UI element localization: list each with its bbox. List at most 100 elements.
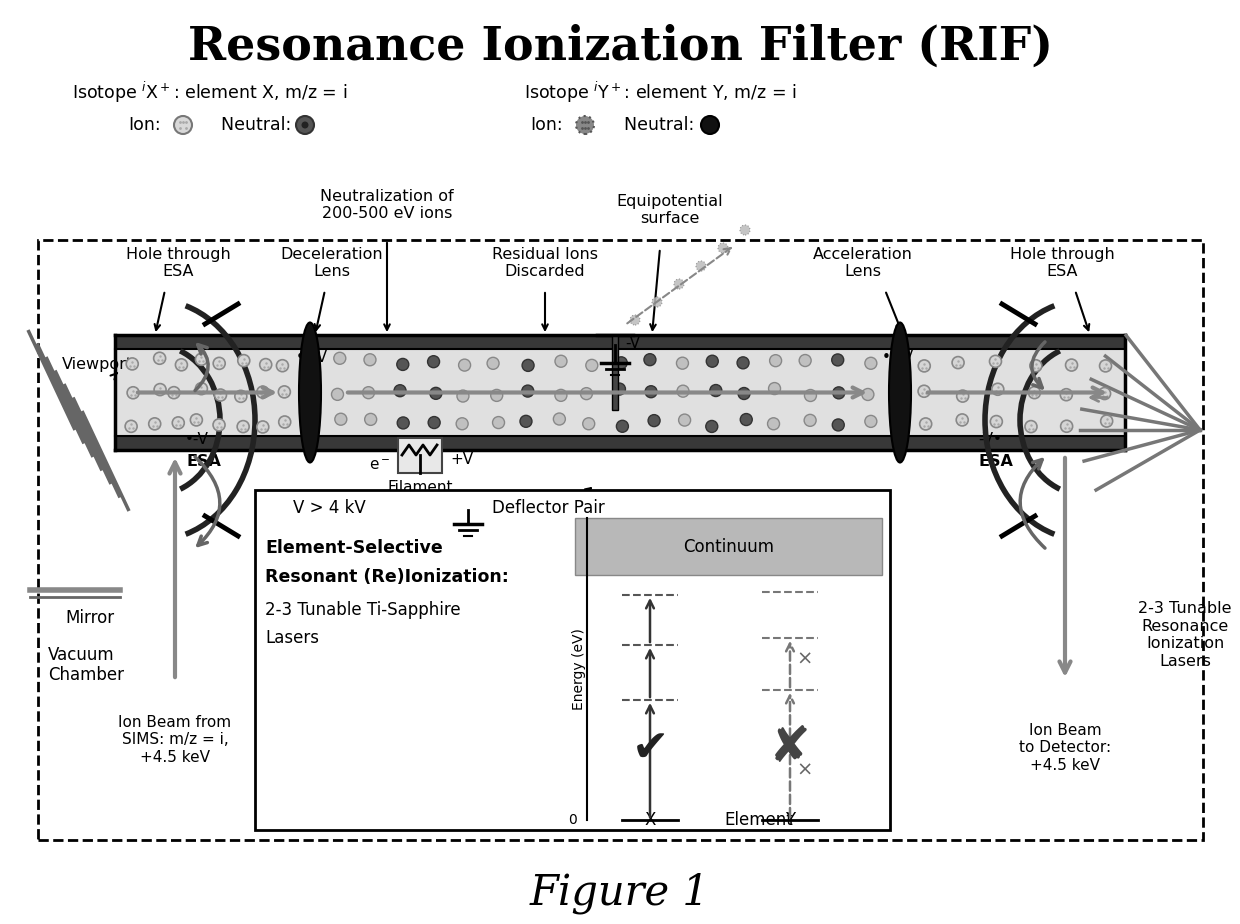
Circle shape [458,390,469,402]
Circle shape [737,357,749,369]
Circle shape [1060,420,1073,432]
Text: Ion Beam from
SIMS: m/z = i,
+4.5 keV: Ion Beam from SIMS: m/z = i, +4.5 keV [119,715,232,765]
Circle shape [491,389,502,401]
Circle shape [577,116,594,134]
Text: Element-Selective: Element-Selective [265,539,443,557]
Circle shape [331,388,343,400]
Circle shape [585,359,598,371]
Circle shape [770,355,781,367]
Ellipse shape [299,322,321,463]
Circle shape [362,386,374,398]
Text: Element: Element [724,811,792,829]
Circle shape [990,356,1002,368]
Bar [115,436,1125,450]
Circle shape [259,359,272,371]
Circle shape [992,383,1004,395]
Circle shape [740,225,750,235]
Circle shape [215,389,227,401]
Circle shape [172,417,185,429]
Text: Continuum: Continuum [683,538,774,555]
Circle shape [492,417,505,429]
Text: Resonance Ionization Filter (RIF): Resonance Ionization Filter (RIF) [187,24,1053,70]
Text: Isotope $^i$X$^+$: element X, m/z = i: Isotope $^i$X$^+$: element X, m/z = i [72,79,347,104]
Text: 2-3 Tunable Ti-Sapphire: 2-3 Tunable Ti-Sapphire [265,601,460,619]
Circle shape [740,414,753,426]
Circle shape [196,383,207,395]
Circle shape [991,416,1002,428]
Circle shape [334,352,346,364]
Ellipse shape [889,322,911,463]
Circle shape [952,357,963,369]
Text: •+V: •+V [882,350,914,366]
Circle shape [365,354,376,366]
Text: ✘: ✘ [769,724,811,772]
Circle shape [257,386,269,398]
Circle shape [583,418,595,430]
Circle shape [126,358,138,370]
Circle shape [154,383,166,395]
Circle shape [804,414,816,426]
Bar [613,335,618,410]
Text: •+V: •+V [296,350,329,366]
Text: Acceleration
Lens: Acceleration Lens [813,247,913,279]
Circle shape [553,413,565,425]
Text: V > 4 kV: V > 4 kV [293,499,366,517]
Text: Y: Y [785,811,795,829]
Text: Deceleration
Lens: Deceleration Lens [280,247,383,279]
Circle shape [832,354,843,366]
Text: Neutral:: Neutral: [613,116,694,134]
Circle shape [862,388,874,400]
Circle shape [191,414,202,426]
Circle shape [864,358,877,370]
Circle shape [1100,360,1111,371]
Circle shape [1101,415,1112,427]
Text: -V: -V [625,335,640,350]
Text: Mirror: Mirror [64,609,114,627]
Circle shape [167,386,180,398]
Text: Isotope $^i$Y$^+$: element Y, m/z = i: Isotope $^i$Y$^+$: element Y, m/z = i [523,79,796,104]
Text: Figure 1: Figure 1 [529,872,711,914]
Circle shape [234,390,247,402]
Circle shape [580,388,593,400]
Circle shape [738,387,750,399]
Circle shape [1060,389,1073,401]
Text: Neutralization of
200-500 eV ions: Neutralization of 200-500 eV ions [320,188,454,221]
Circle shape [1030,359,1042,371]
Circle shape [279,416,290,428]
Circle shape [487,358,498,370]
Circle shape [397,359,409,371]
Circle shape [175,359,187,371]
Circle shape [644,354,656,366]
Text: ESA: ESA [187,455,222,469]
Circle shape [614,383,625,395]
Circle shape [1099,387,1111,399]
Circle shape [956,414,968,426]
Circle shape [397,417,409,429]
Circle shape [616,420,629,432]
Circle shape [678,414,691,426]
Circle shape [125,420,138,432]
Circle shape [718,243,728,253]
Circle shape [833,387,844,399]
Bar [255,490,890,830]
Text: Resonant (Re)Ionization:: Resonant (Re)Ionization: [265,568,508,586]
Circle shape [522,359,534,371]
Circle shape [149,418,161,430]
Circle shape [1025,420,1037,432]
Circle shape [428,356,439,368]
Circle shape [522,385,533,397]
Circle shape [196,353,207,365]
Circle shape [677,358,688,370]
Circle shape [428,417,440,429]
Bar [575,518,882,575]
Circle shape [213,358,226,370]
Circle shape [769,383,780,395]
Circle shape [615,357,627,369]
Text: Filament: Filament [387,480,453,495]
Circle shape [520,415,532,427]
Circle shape [645,385,657,397]
Circle shape [1028,386,1040,398]
Text: Deflector Pair: Deflector Pair [492,499,605,517]
Circle shape [394,384,405,396]
Bar [38,240,1203,840]
